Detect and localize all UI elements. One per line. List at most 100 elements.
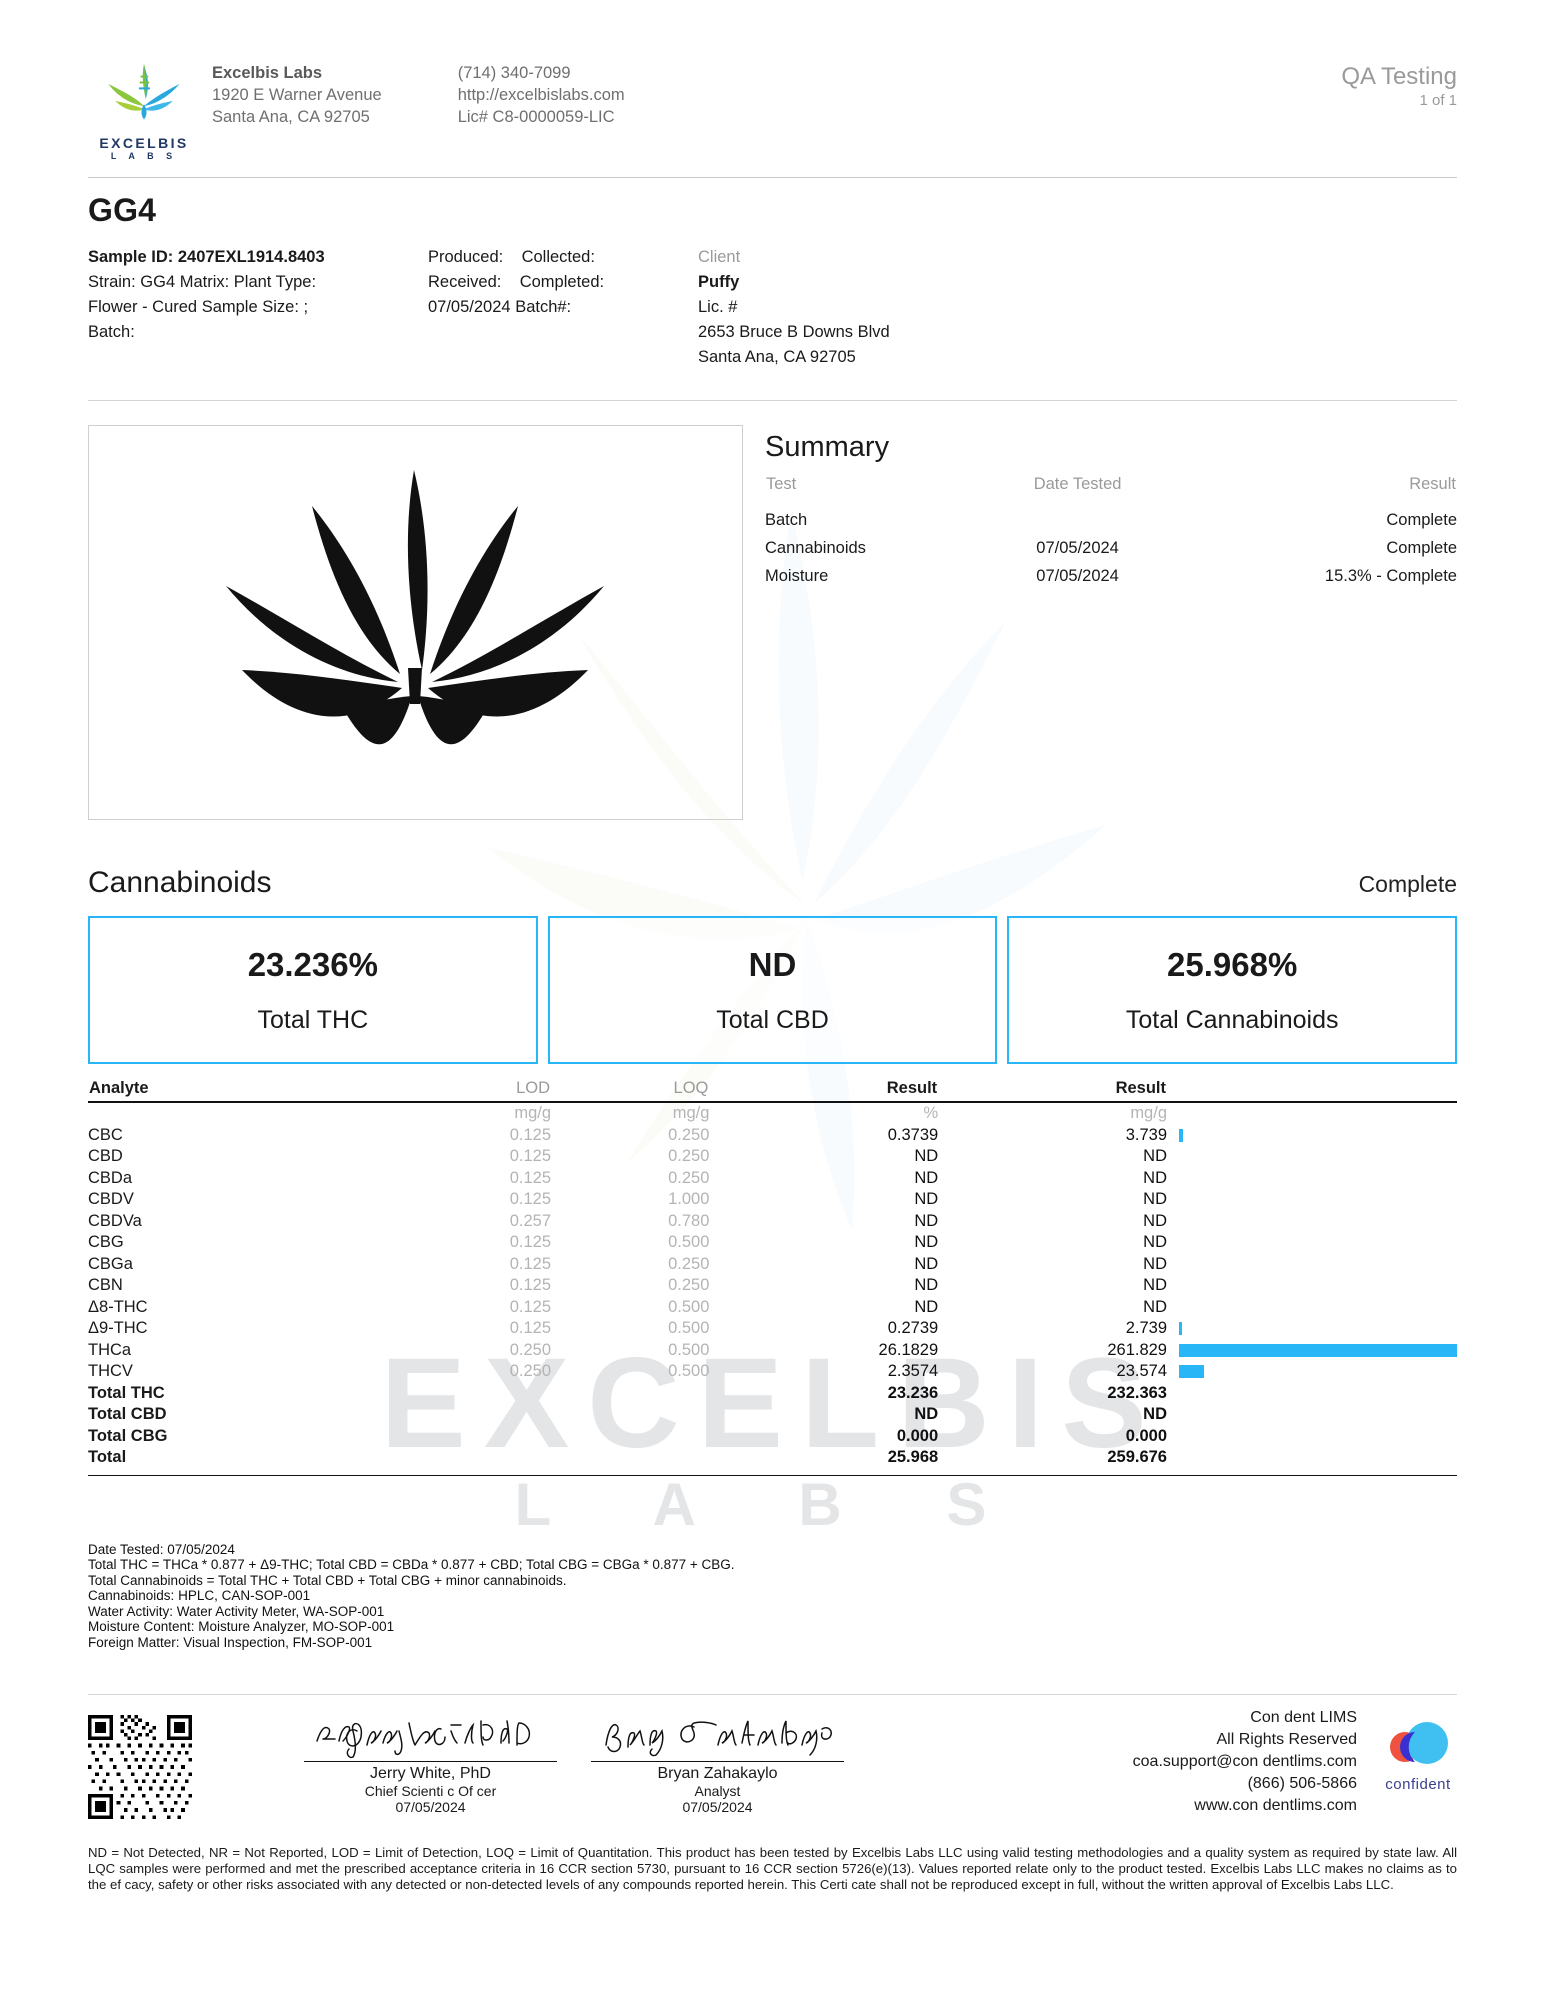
analyte-loq: 0.500 xyxy=(668,1362,710,1380)
analyte-result-mgg: ND xyxy=(1143,1190,1167,1208)
client-address-line2: Santa Ana, CA 92705 xyxy=(698,348,856,366)
total-row: Total 25.968 259.676 xyxy=(88,1447,1457,1469)
total-cbd-value: ND xyxy=(748,945,797,983)
analyte-result-percent: ND xyxy=(914,1211,939,1230)
analyte-loq: 0.500 xyxy=(668,1233,710,1251)
analyte-bar-cell xyxy=(1167,1254,1457,1276)
method-formula-total: Total Cannabinoids = Total THC + Total C… xyxy=(88,1572,567,1588)
table-row: CBDVa 0.257 0.780 ND ND xyxy=(88,1211,1457,1233)
batch-number-label: Batch#: xyxy=(515,298,572,316)
table-row: CBG 0.125 0.500 ND ND xyxy=(88,1232,1457,1254)
analyte-bar-cell xyxy=(1167,1189,1457,1211)
status-badge: Complete xyxy=(1358,871,1457,897)
analyte-lod: 0.125 xyxy=(509,1319,552,1337)
lims-name: Con dent LIMS xyxy=(1250,1709,1357,1726)
analyte-name: Δ8-THC xyxy=(88,1297,148,1316)
total-name: Total CBG xyxy=(88,1426,168,1445)
total-result-percent: 23.236 xyxy=(887,1383,939,1402)
summary-test: Moisture xyxy=(765,567,829,585)
logo-sub-wordmark: L A B S xyxy=(110,151,178,161)
lab-name: Excelbis Labs xyxy=(212,64,323,82)
table-row: CBC 0.125 0.250 0.3739 3.739 xyxy=(88,1125,1457,1147)
analyte-name: THCV xyxy=(88,1362,133,1380)
analyte-bar-cell xyxy=(1167,1125,1457,1147)
total-name: Total CBD xyxy=(88,1405,167,1423)
analyte-result-mgg: ND xyxy=(1143,1233,1167,1251)
analyte-name: CBG xyxy=(88,1233,124,1251)
total-name: Total xyxy=(88,1448,127,1466)
total-result-mgg: ND xyxy=(1143,1405,1167,1423)
sample-info-block: Sample ID: 2407EXL1914.8403 Strain: GG4 … xyxy=(88,245,1457,370)
unit-loq: mg/g xyxy=(672,1104,710,1122)
signer-role: Analyst xyxy=(694,1783,741,1799)
analyte-lod: 0.125 xyxy=(509,1125,552,1144)
footer-divider xyxy=(88,1694,1457,1695)
signature-image xyxy=(591,1707,844,1759)
analyte-result-percent: ND xyxy=(914,1297,939,1316)
summary-header-row: Test Date Tested Result xyxy=(765,474,1457,506)
handwritten-signature-icon xyxy=(604,1720,832,1757)
analyte-bar-cell xyxy=(1167,1275,1457,1297)
sample-strain-matrix: Strain: GG4 Matrix: Plant Type: xyxy=(88,273,317,291)
analyte-bar-cell xyxy=(1167,1318,1457,1340)
client-address-line1: 2653 Bruce B Downs Blvd xyxy=(698,323,890,341)
signature-row: Jerry White, PhD Chief Scienti c Of cer … xyxy=(88,1707,1457,1819)
unit-result-pct: % xyxy=(923,1104,939,1122)
summary-table: Test Date Tested Result Batch Complete C… xyxy=(765,474,1457,590)
table-row: CBN 0.125 0.250 ND ND xyxy=(88,1275,1457,1297)
analyte-loq: 0.250 xyxy=(668,1147,710,1165)
info-divider xyxy=(88,400,1457,401)
total-row: Total CBG 0.000 0.000 xyxy=(88,1426,1457,1448)
lims-phone: (866) 506-5866 xyxy=(1247,1775,1357,1792)
analyte-result-percent: ND xyxy=(914,1276,939,1294)
total-cannabinoids-value: 25.968% xyxy=(1167,945,1298,983)
method-date-tested: Date Tested: 07/05/2024 xyxy=(88,1541,235,1557)
unit-result-mg: mg/g xyxy=(1130,1104,1167,1122)
lab-contact-block: (714) 340-7099 http://excelbislabs.com L… xyxy=(458,62,625,128)
analyte-result-mgg: 2.739 xyxy=(1125,1319,1167,1337)
produced-label: Produced: xyxy=(428,248,504,266)
analyte-result-percent: ND xyxy=(914,1254,939,1273)
analyte-loq: 0.250 xyxy=(668,1276,710,1294)
col-analyte: Analyte xyxy=(88,1078,393,1103)
page-title: GG4 xyxy=(88,192,157,228)
table-row: Batch Complete xyxy=(765,506,1457,534)
lab-website[interactable]: http://excelbislabs.com xyxy=(457,86,625,104)
analyte-bar xyxy=(1179,1128,1183,1142)
lab-license: Lic# C8-0000059-LIC xyxy=(457,108,615,126)
qr-code-icon[interactable] xyxy=(88,1715,192,1819)
sample-dates-column: Produced: Collected: Received: Completed… xyxy=(428,245,698,370)
total-result-percent: ND xyxy=(914,1405,939,1423)
cannabis-leaf-photo-icon xyxy=(225,469,604,744)
analyte-result-mgg: ND xyxy=(1143,1168,1167,1187)
summary-date: 07/05/2024 xyxy=(1036,567,1119,585)
method-moisture: Moisture Content: Moisture Analyzer, MO-… xyxy=(88,1619,395,1634)
lims-email[interactable]: coa.support@con dentlims.com xyxy=(1132,1753,1357,1770)
summary-col-test: Test xyxy=(766,475,797,493)
analyte-result-mgg: ND xyxy=(1143,1211,1167,1230)
analyte-name: CBDVa xyxy=(88,1211,142,1230)
lims-website[interactable]: www.con dentlims.com xyxy=(1194,1797,1357,1814)
col-lod: LOD xyxy=(392,1078,552,1103)
signature-block: Bryan Zahakaylo Analyst 07/05/2024 xyxy=(591,1707,844,1815)
analyte-table-footer-rule xyxy=(88,1474,1457,1476)
summary-col-date: Date Tested xyxy=(1033,475,1122,493)
analyte-result-mgg: 23.574 xyxy=(1116,1362,1167,1380)
analyte-bar xyxy=(1179,1343,1457,1357)
analyte-result-mgg: 3.739 xyxy=(1125,1125,1167,1144)
analyte-result-mgg: ND xyxy=(1143,1147,1167,1165)
table-row: Moisture 07/05/2024 15.3% - Complete xyxy=(765,562,1457,590)
summary-heading: Summary xyxy=(765,431,890,463)
analyte-bar-cell xyxy=(1167,1297,1457,1319)
signer-name: Bryan Zahakaylo xyxy=(657,1765,778,1782)
table-row: CBD 0.125 0.250 ND ND xyxy=(88,1146,1457,1168)
analyte-loq: 0.780 xyxy=(668,1211,710,1230)
unit-lod: mg/g xyxy=(514,1104,552,1122)
client-label: Client xyxy=(698,248,741,266)
analyte-name: CBGa xyxy=(88,1254,133,1273)
cannabinoid-summary-cards: 23.236% Total THC ND Total CBD 25.968% T… xyxy=(88,916,1458,1064)
summary-result: 15.3% - Complete xyxy=(1324,567,1457,585)
analyte-bar xyxy=(1179,1322,1182,1336)
table-row: Cannabinoids 07/05/2024 Complete xyxy=(765,534,1457,562)
total-result-percent: 0.000 xyxy=(896,1426,939,1445)
